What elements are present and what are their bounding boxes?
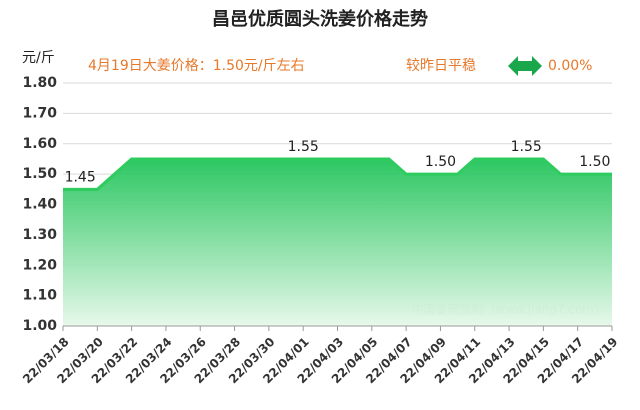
- y-axis-label: 元/斤: [22, 50, 55, 66]
- data-label: 1.50: [425, 154, 456, 170]
- area-line: [63, 157, 612, 191]
- y-tick-label: 1.50: [22, 166, 57, 182]
- chart-title: 昌邑优质圆头洗姜价格走势: [212, 8, 428, 30]
- y-tick-label: 1.60: [22, 136, 57, 152]
- y-tick-label: 1.00: [22, 318, 57, 334]
- change-note: 较昨日平稳: [406, 58, 476, 74]
- y-tick-label: 1.30: [22, 227, 57, 243]
- data-label: 1.55: [288, 139, 319, 155]
- change-value: 0.00%: [548, 58, 592, 74]
- flat-arrow: [508, 56, 542, 76]
- y-tick-label: 1.20: [22, 257, 57, 273]
- y-tick-label: 1.80: [22, 75, 57, 91]
- y-tick-label: 1.10: [22, 288, 57, 304]
- y-tick-label: 1.70: [22, 105, 57, 121]
- price-note: 4月19日大姜价格：1.50元/斤左右: [88, 58, 305, 74]
- data-label: 1.55: [511, 139, 542, 155]
- y-tick-label: 1.40: [22, 197, 57, 213]
- data-label: 1.50: [579, 154, 610, 170]
- area-fill: [63, 158, 612, 326]
- data-label: 1.45: [65, 169, 96, 185]
